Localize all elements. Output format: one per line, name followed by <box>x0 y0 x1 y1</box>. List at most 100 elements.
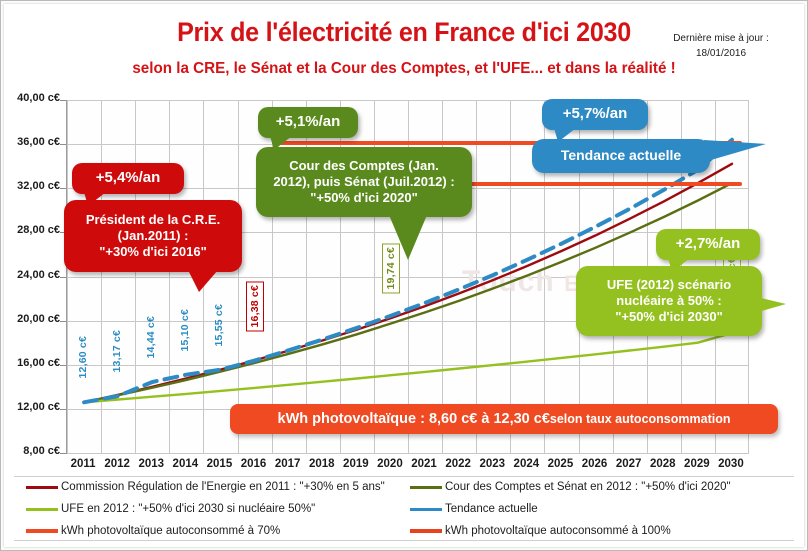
legend-item-label: kWh photovoltaïque autoconsommé à 100% <box>445 525 671 537</box>
y-axis-tick-label: 24,00 c€ <box>17 268 60 281</box>
x-axis-tick-label: 2022 <box>445 458 471 470</box>
series-line <box>82 162 734 404</box>
gridline-vertical <box>169 100 170 453</box>
gridline-vertical <box>101 100 102 453</box>
chart-title: Prix de l'électricité en France d'ici 20… <box>177 17 631 47</box>
y-axis-tick-label: 36,00 c€ <box>17 136 60 149</box>
y-axis-tick-mark <box>60 408 66 410</box>
x-axis-tick-label: 2027 <box>615 458 642 470</box>
x-axis-tick-label: 2014 <box>172 458 199 470</box>
legend-bottom-rule <box>14 540 794 541</box>
last-update-label: Dernière mise à jour : <box>673 33 769 44</box>
callout-cre-body: Président de la C.R.E. (Jan.2011) : "+30… <box>64 200 242 272</box>
x-axis-tick-label: 2028 <box>649 458 676 470</box>
data-point-label: 13,17 c€ <box>111 329 124 373</box>
last-update: Dernière mise à jour : 18/01/2016 <box>646 32 796 61</box>
legend-item-label: UFE en 2012 : "+50% d'ici 2030 si nucléa… <box>61 503 316 515</box>
x-axis-tick-label: 2017 <box>274 458 301 470</box>
gridline-vertical <box>476 100 477 453</box>
gridline-vertical <box>306 100 307 453</box>
y-axis-tick-mark <box>60 276 66 278</box>
x-axis-tick-label: 2026 <box>581 458 608 470</box>
y-axis-tick-mark <box>60 144 66 146</box>
y-axis-tick-mark <box>60 232 66 234</box>
callout-trend-rate: +5,7%/an <box>542 99 648 130</box>
gridline-vertical <box>544 100 545 453</box>
y-axis-tick-mark <box>60 320 66 322</box>
gridline-horizontal <box>67 453 749 454</box>
series-line <box>82 137 734 405</box>
callout-cre-body-tail <box>188 270 218 292</box>
callout-cdc-rate-tail <box>270 136 292 150</box>
legend-item[interactable]: UFE en 2012 : "+50% d'ici 2030 si nucléa… <box>26 503 315 515</box>
gridline-vertical <box>135 100 136 453</box>
x-axis-tick-label: 2023 <box>479 458 506 470</box>
x-axis-tick-label: 2030 <box>718 458 744 470</box>
x-axis-tick-label: 2020 <box>377 458 403 470</box>
data-point-label: 16,38 c€ <box>245 280 264 332</box>
chart-canvas: Prix de l'électricité en France d'ici 20… <box>4 4 804 547</box>
x-axis-tick-label: 2019 <box>343 458 369 470</box>
legend-item[interactable]: Cour des Comptes et Sénat en 2012 : "+50… <box>410 481 731 493</box>
callout-trend-body-tail <box>704 140 766 162</box>
legend-swatch <box>26 529 58 533</box>
gridline-vertical <box>67 100 68 453</box>
callout-trend-rate-tail <box>554 128 576 142</box>
x-axis-tick-label: 2025 <box>547 458 574 470</box>
x-axis-tick-label: 2018 <box>308 458 335 470</box>
series-line <box>82 181 734 404</box>
legend-item-label: Commission Régulation de l'Energie en 20… <box>61 481 385 493</box>
legend-item[interactable]: kWh photovoltaïque autoconsommé à 100% <box>410 525 671 537</box>
pv-price-banner: kWh photovoltaïque : 8,60 c€ à 12,30 c€ … <box>230 404 778 434</box>
callout-ufe-body-tail <box>744 294 786 316</box>
legend-swatch <box>410 529 442 533</box>
x-axis-tick-label: 2012 <box>104 458 130 470</box>
x-axis-tick-label: 2013 <box>138 458 165 470</box>
gridline-vertical <box>374 100 375 453</box>
callout-trend-body: Tendance actuelle <box>532 139 710 173</box>
callout-cdc-rate: +5,1%/an <box>258 107 358 138</box>
x-axis-tick-label: 2021 <box>411 458 437 470</box>
data-point-label: 14,44 c€ <box>145 315 158 359</box>
legend-item[interactable]: Commission Régulation de l'Energie en 20… <box>26 481 385 493</box>
x-axis-tick-label: 2029 <box>684 458 710 470</box>
y-axis-tick-label: 32,00 c€ <box>17 180 60 193</box>
x-axis-tick-label: 2011 <box>70 458 96 470</box>
last-update-date: 18/01/2016 <box>695 47 747 59</box>
legend: Commission Régulation de l'Energie en 20… <box>14 476 794 541</box>
legend-item-label: kWh photovoltaïque autoconsommé à 70% <box>61 525 281 537</box>
gridline-vertical <box>238 100 239 453</box>
gridline-vertical <box>272 100 273 453</box>
legend-item[interactable]: kWh photovoltaïque autoconsommé à 70% <box>26 525 280 537</box>
y-axis-tick-mark <box>60 188 66 190</box>
data-point-label: 15,55 c€ <box>213 303 226 347</box>
y-axis-tick-label: 16,00 c€ <box>17 356 60 369</box>
gridline-vertical <box>510 100 511 453</box>
y-axis-tick-mark <box>60 453 66 454</box>
legend-swatch <box>26 507 58 511</box>
gridline-vertical <box>340 100 341 453</box>
y-axis-tick-label: 40,00 c€ <box>17 92 60 104</box>
series-line <box>82 331 734 404</box>
legend-swatch <box>410 485 442 489</box>
gridline-vertical <box>408 100 409 453</box>
callout-cre-rate: +5,4%/an <box>72 163 184 194</box>
data-point-label: 12,60 c€ <box>77 336 90 379</box>
y-axis-tick-label: 8,00 c€ <box>23 445 60 457</box>
series-lines <box>82 137 734 405</box>
pv-70-line <box>272 141 742 145</box>
pv-price-banner-normal: selon taux autoconsommation <box>549 412 731 426</box>
data-point-label: 15,10 c€ <box>179 308 192 352</box>
y-axis-tick-label: 12,00 c€ <box>17 400 60 413</box>
y-axis-tick-mark <box>60 100 66 101</box>
callout-cdc-body: Cour des Comptes (Jan. 2012), puis Sénat… <box>256 147 472 217</box>
legend-swatch <box>410 507 442 511</box>
callout-ufe-body: UFE (2012) scénario nucléaire à 50% : "+… <box>576 266 762 336</box>
x-axis-tick-label: 2024 <box>513 458 540 470</box>
pv-100-line <box>272 182 742 186</box>
legend-item-label: Tendance actuelle <box>445 503 538 515</box>
pv-price-banner-strong: kWh photovoltaïque : 8,60 c€ à 12,30 c€ <box>277 411 550 427</box>
legend-item[interactable]: Tendance actuelle <box>410 503 538 515</box>
x-axis-tick-label: 2016 <box>240 458 267 470</box>
